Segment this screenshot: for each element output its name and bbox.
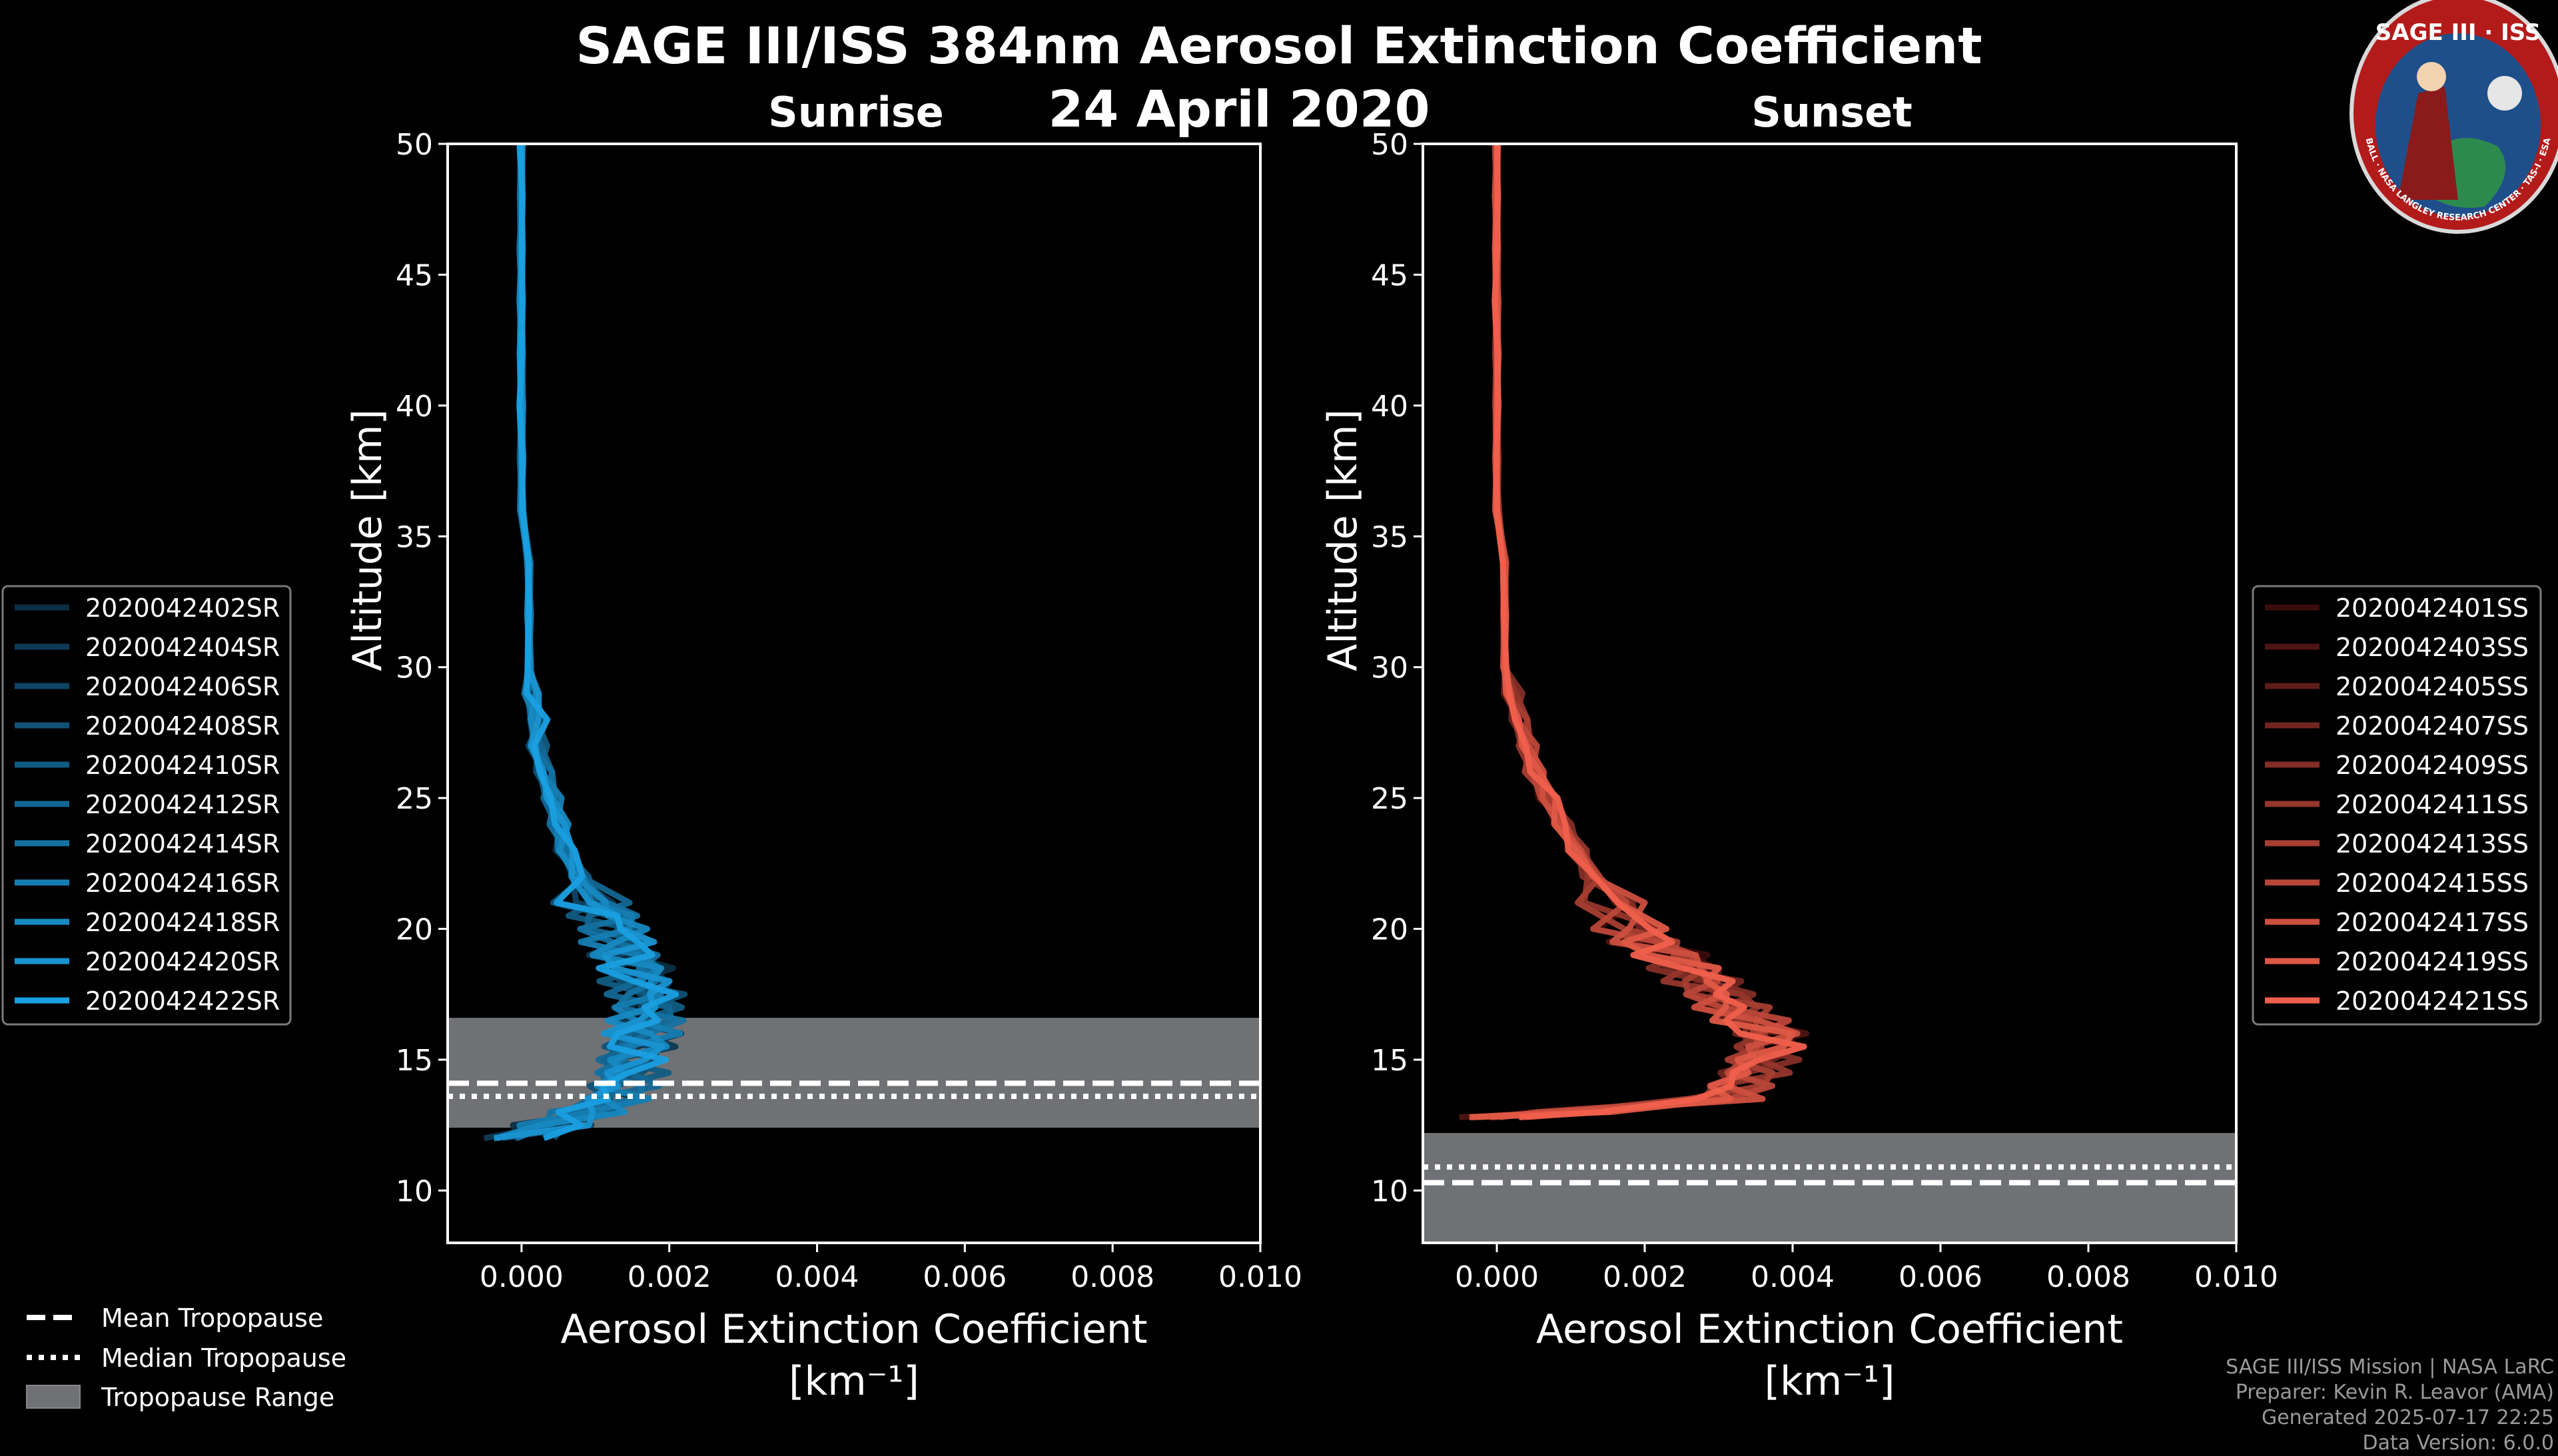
sunrise-xtick-label-4: 0.008 — [1070, 1260, 1154, 1294]
sunrise-profile-line-2020042422SR — [516, 144, 679, 1142]
tropopause-range-label: Tropopause Range — [101, 1383, 334, 1412]
sunrise-legend-label-2020042412SR: 2020042412SR — [85, 790, 280, 819]
footer-generated: Generated 2025-07-17 22:25 — [2261, 1406, 2554, 1429]
sunset-xtick-label-4: 0.008 — [2046, 1260, 2130, 1294]
moon-icon — [2487, 76, 2522, 111]
sunrise-plot-frame — [446, 143, 1262, 1244]
sunrise-legend: 2020042402SR 2020042404SR 2020042406SR 2020… — [1, 585, 292, 1026]
sunset-legend-label-2020042413SS: 2020042413SS — [2336, 829, 2529, 859]
sunrise-legend-label-2020042406SR: 2020042406SR — [85, 672, 280, 701]
sunset-legend-label-2020042415SS: 2020042415SS — [2336, 869, 2529, 898]
sunrise-panel-title: Sunrise — [768, 88, 944, 137]
sage-iii-iss-logo: SAGE III · ISS BALL · NASA LANGLEY RESEA… — [2349, 0, 2558, 234]
sunrise-xaxis-unit: [km⁻¹] — [789, 1358, 919, 1405]
sunrise-xtick-label-2: 0.004 — [775, 1260, 859, 1294]
sunrise-xtick-label-0: 0.000 — [480, 1260, 564, 1294]
sunset-plot-area: 10 15 20 25 30 35 40 45 50 0.000 0.002 0.004 0.006 0.… — [1320, 128, 2278, 1405]
sunset-legend-label-2020042409SS: 2020042409SS — [2336, 751, 2529, 780]
sunset-xtick-label-3: 0.006 — [1899, 1260, 1982, 1294]
mean-tropopause-label: Mean Tropopause — [101, 1303, 323, 1333]
tropopause-legend: Mean Tropopause Median Tropopause Tropop… — [26, 1303, 346, 1412]
sunrise-legend-label-2020042418SR: 2020042418SR — [85, 908, 280, 937]
sunset-xaxis-label: Aerosol Extinction Coefficient — [1536, 1306, 2123, 1353]
footer-preparer: Preparer: Kevin R. Leavor (AMA) — [2235, 1381, 2554, 1404]
sunset-profile-lines — [1459, 144, 1809, 1120]
sunset-legend-label-2020042403SS: 2020042403SS — [2336, 633, 2529, 662]
sunrise-legend-label-2020042410SR: 2020042410SR — [85, 751, 280, 780]
sunset-xtick-label-1: 0.002 — [1603, 1260, 1687, 1294]
sunrise-ytick-label-30: 30 — [396, 651, 433, 685]
sunset-tropopause-range-band — [1423, 1133, 2236, 1243]
sunset-ytick-label-50: 50 — [1371, 128, 1408, 162]
sunset-xtick-label-2: 0.004 — [1751, 1260, 1835, 1294]
figure-date: 24 April 2020 — [1048, 79, 1430, 139]
sunrise-legend-label-2020042414SR: 2020042414SR — [85, 829, 280, 859]
sunset-xtick-label-0: 0.000 — [1455, 1260, 1539, 1294]
sunrise-panel: Sunrise 10 15 20 25 30 35 40 45 50 0.000 0.002 0.00… — [344, 88, 1302, 1405]
sunset-xaxis-unit: [km⁻¹] — [1765, 1358, 1895, 1405]
sunrise-ytick-label-40: 40 — [396, 390, 433, 424]
sunset-ytick-label-20: 20 — [1371, 913, 1408, 947]
footer-version: Data Version: 6.0.0 — [2362, 1431, 2554, 1455]
astronomer-head-icon — [2417, 62, 2446, 91]
sunset-legend-label-2020042407SS: 2020042407SS — [2336, 711, 2529, 741]
figure-title: SAGE III/ISS 384nm Aerosol Extinction Co… — [576, 16, 1982, 75]
sunrise-xtick-label-5: 0.010 — [1218, 1260, 1302, 1294]
sunset-plot-frame — [1422, 143, 2238, 1244]
sunset-legend-label-2020042405SS: 2020042405SS — [2336, 672, 2529, 701]
sunset-ytick-label-30: 30 — [1371, 651, 1408, 685]
sunrise-ytick-label-15: 15 — [396, 1044, 433, 1078]
sunrise-profile-lines — [483, 144, 688, 1142]
sunrise-xtick-label-1: 0.002 — [628, 1260, 711, 1294]
sunset-ytick-label-25: 25 — [1371, 782, 1408, 816]
sunset-yaxis-label: Altitude [km] — [1320, 409, 1366, 671]
sunrise-legend-label-2020042404SR: 2020042404SR — [85, 633, 280, 662]
sunrise-ytick-label-10: 10 — [396, 1174, 433, 1208]
sunset-legend-label-2020042401SS: 2020042401SS — [2336, 593, 2529, 623]
sunrise-legend-label-2020042416SR: 2020042416SR — [85, 869, 280, 898]
sunset-xtick-label-5: 0.010 — [2194, 1260, 2278, 1294]
sunset-legend-box — [2252, 585, 2542, 1026]
sunset-legend: 2020042401SS 2020042403SS 2020042405SS 2020… — [2252, 585, 2542, 1026]
sunset-ytick-label-15: 15 — [1371, 1044, 1408, 1078]
sunset-panel: Sunset 10 15 20 25 30 35 40 45 50 0.000 0.002 0.004… — [1320, 88, 2278, 1405]
sunset-legend-label-2020042419SS: 2020042419SS — [2336, 947, 2529, 976]
footer-mission: SAGE III/ISS Mission | NASA LaRC — [2226, 1355, 2554, 1379]
median-tropopause-label: Median Tropopause — [101, 1343, 346, 1373]
sunrise-legend-label-2020042422SR: 2020042422SR — [85, 986, 280, 1016]
sunrise-legend-label-2020042402SR: 2020042402SR — [85, 593, 280, 623]
sunset-legend-label-2020042417SS: 2020042417SS — [2336, 908, 2529, 937]
sunrise-ytick-label-45: 45 — [396, 258, 433, 292]
sunrise-plot-area: 10 15 20 25 30 35 40 45 50 0.000 0.002 0.004 0.006 0.… — [344, 128, 1302, 1405]
sunrise-ytick-label-25: 25 — [396, 782, 433, 816]
astronomer-figure-icon — [2398, 87, 2458, 200]
sunset-panel-title: Sunset — [1751, 88, 1913, 137]
sunset-profile-line-2020042421SS — [1492, 144, 1807, 1120]
sunset-ytick-label-35: 35 — [1371, 520, 1408, 554]
sunset-legend-label-2020042411SS: 2020042411SS — [2336, 790, 2529, 819]
sunrise-legend-box — [1, 585, 292, 1026]
sunrise-legend-label-2020042408SR: 2020042408SR — [85, 711, 280, 741]
sunrise-xtick-label-3: 0.006 — [923, 1260, 1007, 1294]
sunrise-ytick-label-35: 35 — [396, 520, 433, 554]
sunset-ytick-label-45: 45 — [1371, 258, 1408, 292]
tropopause-range-swatch — [26, 1385, 81, 1409]
sunrise-ytick-label-20: 20 — [396, 913, 433, 947]
sunset-ytick-label-10: 10 — [1371, 1174, 1408, 1208]
sunset-ytick-label-40: 40 — [1371, 390, 1408, 424]
sunrise-yaxis-label: Altitude [km] — [344, 409, 391, 671]
sunrise-ytick-label-50: 50 — [396, 128, 433, 162]
sunset-legend-label-2020042421SS: 2020042421SS — [2336, 986, 2529, 1016]
logo-top-text: SAGE III · ISS — [2375, 19, 2541, 46]
sunrise-legend-label-2020042420SR: 2020042420SR — [85, 947, 280, 976]
sunrise-xaxis-label: Aerosol Extinction Coefficient — [561, 1306, 1148, 1353]
